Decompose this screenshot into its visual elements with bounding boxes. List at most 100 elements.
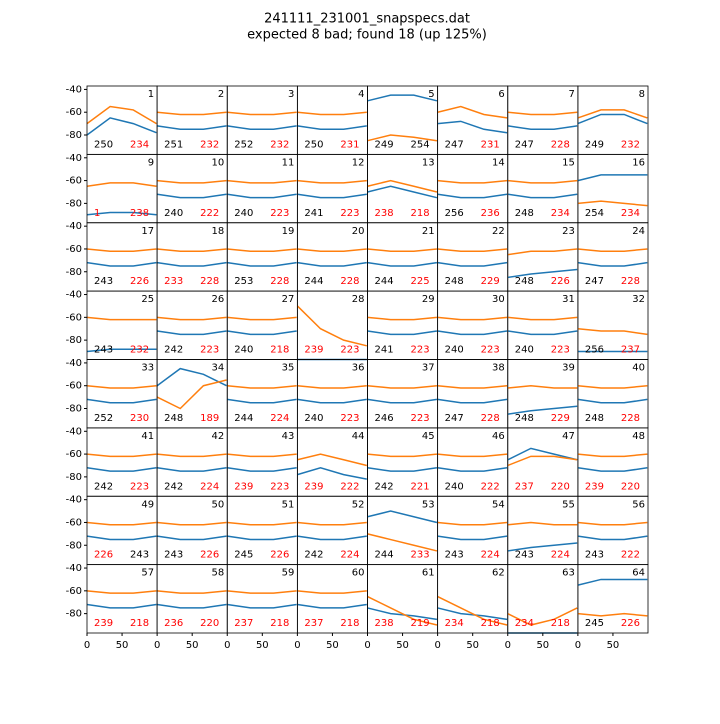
spectrum-line — [227, 398, 297, 404]
spectrum-line — [297, 603, 367, 609]
panel-number: 19 — [282, 226, 295, 237]
spectrum-line — [577, 535, 648, 541]
panel-number: 54 — [492, 499, 505, 510]
y-tick-label: -40 — [66, 495, 82, 506]
y-tick-label: -80 — [66, 609, 82, 620]
subplot: 22 248 229 — [437, 222, 509, 292]
count-left: 252 — [94, 413, 113, 424]
panel-number: 12 — [352, 157, 365, 168]
spectrum-line — [367, 384, 437, 389]
panel-number: 31 — [562, 294, 575, 305]
count-left: 248 — [164, 413, 183, 424]
spectrum-line — [157, 261, 227, 267]
count-right: 254 — [411, 139, 430, 150]
panel-number: 52 — [352, 499, 365, 510]
count-left: 239 — [94, 618, 113, 629]
count-left: 244 — [234, 413, 253, 424]
spectrum-line — [507, 268, 578, 279]
y-tick-label: -80 — [66, 404, 82, 415]
spectrum-line — [86, 521, 157, 526]
count-right: 223 — [551, 345, 570, 356]
panel-number: 57 — [141, 568, 154, 579]
count-left: 237 — [234, 618, 253, 629]
subplot: 46 240 222 — [437, 427, 509, 497]
y-tick-label: -60 — [66, 381, 82, 392]
spectrum-line — [577, 109, 648, 119]
spectrum-line — [296, 305, 367, 347]
count-right: 236 — [481, 208, 500, 219]
count-left: 239 — [234, 481, 253, 492]
count-right: 228 — [270, 276, 289, 287]
subplot: 42 242 224 — [156, 427, 228, 497]
count-right: 223 — [200, 345, 219, 356]
subplot: 16 254 234 — [577, 153, 649, 224]
panel-number: 36 — [352, 363, 365, 374]
panel-number: 3 — [288, 89, 294, 100]
panel-number: 2 — [218, 89, 224, 100]
panel-number: 21 — [422, 226, 435, 237]
spectrum-line — [577, 174, 648, 182]
count-left: 252 — [234, 139, 253, 150]
spectrum-line — [297, 466, 367, 480]
panel-number: 24 — [632, 226, 645, 237]
count-left: 247 — [515, 139, 534, 150]
spectrum-line — [227, 330, 297, 336]
count-left: 240 — [234, 208, 253, 219]
subplot: 21 244 225 — [367, 222, 439, 292]
y-tick-label: -60 — [66, 312, 82, 323]
subplot: 45 242 221 — [367, 427, 439, 497]
count-right: 228 — [200, 276, 219, 287]
spectrum-line — [577, 521, 648, 526]
panel-number: 23 — [562, 226, 575, 237]
spectrum-line — [157, 330, 227, 336]
spectrum-line — [227, 453, 297, 458]
spectrum-line — [157, 316, 227, 321]
spectrum-line — [577, 248, 648, 252]
spectrum-line — [367, 595, 438, 626]
count-right: 232 — [200, 139, 219, 150]
subplot: 2 251 232 — [156, 85, 228, 155]
spectrum-line — [437, 384, 508, 389]
y-tick-label: -60 — [66, 449, 82, 460]
panel-number: 17 — [141, 226, 154, 237]
panel-number: 28 — [352, 294, 365, 305]
count-right: 222 — [621, 550, 640, 561]
count-left: 241 — [304, 208, 323, 219]
subplot: 60 237 218 0 50 — [294, 564, 368, 651]
count-left: 249 — [375, 139, 394, 150]
x-tick-label: 50 — [466, 640, 479, 651]
count-right: 218 — [411, 208, 430, 219]
spectrum-line — [157, 535, 227, 541]
count-left: 242 — [164, 481, 183, 492]
count-right: 223 — [340, 208, 359, 219]
spectrum-line — [507, 384, 578, 389]
count-left: 233 — [164, 276, 183, 287]
y-tick-label: -40 — [66, 290, 82, 301]
y-tick-label: -60 — [66, 176, 82, 187]
count-left: 243 — [445, 550, 464, 561]
spectrum-line — [367, 607, 438, 621]
panel-number: 13 — [422, 157, 435, 168]
count-right: 222 — [481, 481, 500, 492]
spectrum-line — [437, 316, 508, 321]
y-tick-label: -40 — [66, 84, 82, 95]
count-right: 228 — [621, 413, 640, 424]
count-left: 240 — [445, 345, 464, 356]
spectrum-line — [577, 453, 648, 458]
spectrum-line — [507, 125, 578, 131]
subplot: 17 243 226 -40 -60 -80 — [66, 221, 158, 292]
count-right: 226 — [551, 276, 570, 287]
spectrum-line — [227, 179, 297, 184]
count-right: 224 — [200, 481, 219, 492]
spectrum-line — [157, 521, 227, 526]
count-right: 228 — [621, 276, 640, 287]
subplot: 53 244 233 — [367, 495, 439, 566]
spectrum-line — [507, 316, 578, 321]
panel-number: 44 — [352, 431, 365, 442]
x-tick-label: 50 — [116, 640, 129, 651]
count-left: 237 — [515, 481, 534, 492]
count-right: 233 — [411, 550, 430, 561]
subplot: 62 234 218 0 50 — [434, 564, 509, 651]
count-right: 218 — [340, 618, 359, 629]
panel-number: 59 — [282, 568, 295, 579]
